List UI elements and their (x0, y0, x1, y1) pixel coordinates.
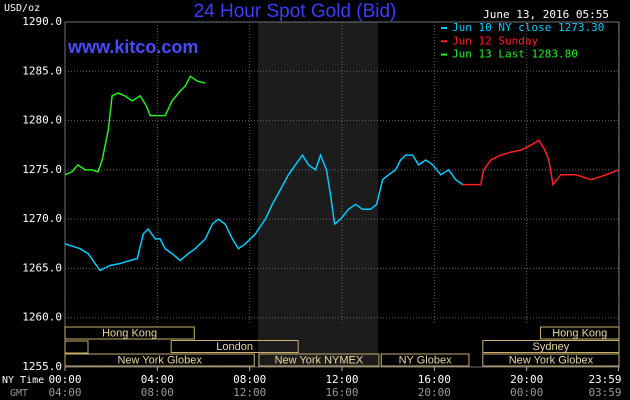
y-label: USD/oz (4, 3, 40, 14)
session-box (482, 340, 620, 353)
x-tick-label: 04:00 (141, 373, 174, 386)
subtitle: www.kitco.com (67, 37, 198, 57)
session-label: Sydney (533, 341, 570, 353)
y-tick-label: 1265.0 (22, 261, 62, 274)
x2-tick-label: 08:00 (141, 386, 174, 399)
x-tick-label: 08:00 (233, 373, 266, 386)
session-label: New York NYMEX (275, 354, 364, 366)
y-tick-label: 1260.0 (22, 311, 62, 324)
price-line (462, 139, 619, 187)
price-line (64, 152, 464, 272)
x-tick-label: 20:00 (510, 373, 543, 386)
x-label: NY Time (2, 375, 44, 386)
x-tick-label: 16:00 (418, 373, 451, 386)
x2-tick-label: 20:00 (418, 386, 451, 399)
x-tick-label: 23:59 (588, 373, 621, 386)
session-label: NY Globex (399, 354, 452, 366)
x2-tick-label: 12:00 (233, 386, 266, 399)
session-label: New York Globex (509, 354, 594, 366)
x2-tick-label: 00:00 (510, 386, 543, 399)
session-label: Hong Kong (552, 327, 607, 339)
x2-tick-label: 04:00 (48, 386, 81, 399)
y-tick-label: 1285.0 (22, 64, 62, 77)
y-tick-label: 1270.0 (22, 212, 62, 225)
session-box (64, 326, 195, 340)
session-label: London (216, 341, 253, 353)
session-box (64, 353, 255, 367)
y-tick-label: 1280.0 (22, 114, 62, 127)
session-box (540, 326, 620, 340)
chart-title: 24 Hour Spot Gold (Bid) (194, 1, 397, 22)
x2-tick-label: 03:59 (588, 386, 621, 399)
session-box (482, 353, 620, 367)
price-line (64, 75, 206, 176)
timestamp: June 13, 2016 05:55 (483, 8, 609, 21)
x-tick-label: 00:00 (48, 373, 81, 386)
session-box (170, 340, 299, 353)
legend-label: Jun 12 Sunday (452, 34, 538, 47)
y-tick-label: 1290.0 (22, 15, 62, 28)
session-box (64, 340, 89, 354)
legend-label: Jun 13 Last 1283.80 (452, 48, 578, 61)
nymex-shade (258, 22, 378, 367)
session-label: New York Globex (117, 354, 202, 366)
session-box (258, 353, 380, 367)
x-tick-label: 12:00 (325, 373, 358, 386)
legend-label: Jun 10 NY close 1273.30 (452, 21, 604, 34)
x2-label: GMT (10, 388, 28, 399)
session-label: Hong Kong (102, 327, 157, 339)
session-box (380, 353, 470, 367)
x2-tick-label: 16:00 (325, 386, 358, 399)
y-tick-label: 1255.0 (22, 360, 62, 373)
y-tick-label: 1275.0 (22, 163, 62, 176)
